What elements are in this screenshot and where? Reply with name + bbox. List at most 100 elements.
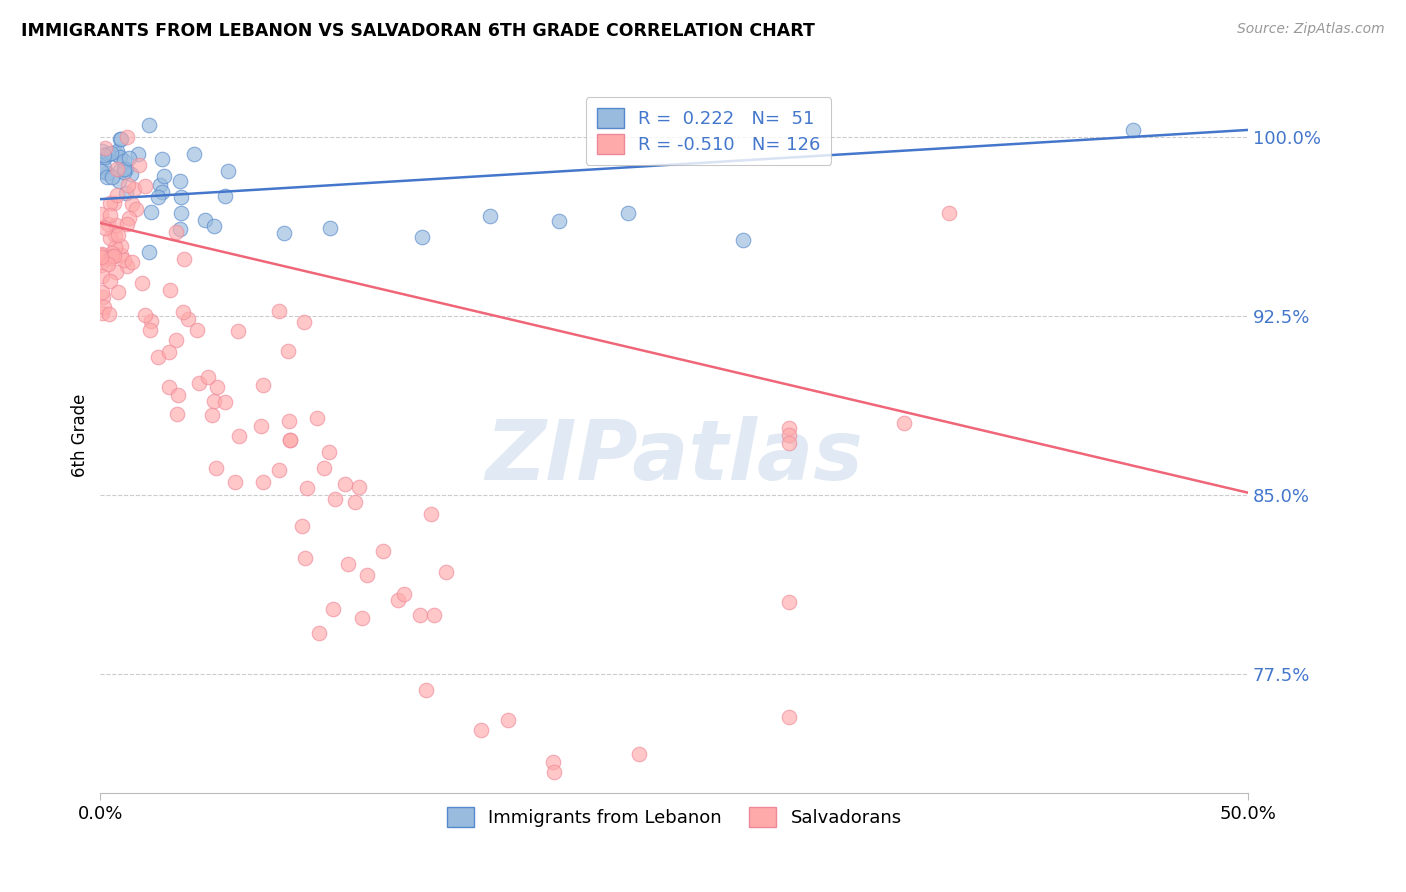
Point — [343, 495, 366, 509]
Point — [205, 380, 228, 394]
Point — [110, 132, 132, 146]
Point — [434, 565, 457, 579]
Point — [90, 250, 112, 264]
Point — [90, 258, 112, 272]
Point — [157, 345, 180, 359]
Point — [224, 475, 246, 489]
Point — [214, 188, 236, 202]
Point — [411, 230, 433, 244]
Point — [228, 429, 250, 443]
Point — [104, 147, 127, 161]
Point — [778, 421, 800, 435]
Point — [778, 435, 800, 450]
Point — [201, 408, 224, 422]
Point — [107, 161, 129, 176]
Point — [319, 220, 342, 235]
Point — [149, 178, 172, 193]
Point — [90, 268, 112, 283]
Point — [337, 557, 360, 571]
Point — [470, 723, 492, 738]
Point — [183, 146, 205, 161]
Point — [252, 378, 274, 392]
Point — [93, 160, 115, 174]
Point — [104, 240, 127, 254]
Point — [96, 169, 118, 184]
Point — [104, 228, 127, 243]
Point — [295, 481, 318, 495]
Text: Source: ZipAtlas.com: Source: ZipAtlas.com — [1237, 22, 1385, 37]
Point — [112, 165, 135, 179]
Point — [305, 411, 328, 425]
Point — [152, 169, 174, 184]
Point — [187, 376, 209, 390]
Point — [157, 380, 180, 394]
Point — [146, 351, 169, 365]
Point — [103, 196, 125, 211]
Point — [98, 230, 121, 244]
Point — [122, 182, 145, 196]
Point — [214, 395, 236, 409]
Point — [277, 344, 299, 359]
Point — [138, 244, 160, 259]
Point — [177, 311, 200, 326]
Point — [217, 164, 239, 178]
Point — [651, 798, 673, 813]
Point — [165, 334, 187, 348]
Point — [731, 233, 754, 247]
Point — [568, 798, 591, 813]
Point — [141, 205, 163, 219]
Point — [105, 187, 128, 202]
Point — [269, 303, 291, 318]
Point — [138, 118, 160, 132]
Point — [172, 305, 194, 319]
Point — [108, 174, 131, 188]
Point — [115, 130, 138, 145]
Point — [422, 608, 444, 623]
Point — [273, 226, 295, 240]
Point — [292, 315, 315, 329]
Point — [347, 480, 370, 494]
Point — [120, 167, 142, 181]
Point — [146, 190, 169, 204]
Point — [392, 586, 415, 600]
Point — [134, 308, 156, 322]
Text: ZIPatlas: ZIPatlas — [485, 417, 863, 498]
Point — [118, 151, 141, 165]
Point — [98, 196, 121, 211]
Point — [572, 798, 595, 813]
Point — [105, 218, 128, 232]
Point — [94, 141, 117, 155]
Point — [202, 393, 225, 408]
Point — [415, 683, 437, 698]
Point — [778, 595, 800, 609]
Point — [543, 755, 565, 769]
Point — [387, 593, 409, 607]
Point — [114, 186, 136, 200]
Point — [778, 428, 800, 442]
Point — [322, 602, 344, 616]
Point — [105, 265, 128, 279]
Point — [308, 625, 330, 640]
Point — [97, 147, 120, 161]
Point — [115, 259, 138, 273]
Point — [90, 164, 112, 178]
Point — [134, 179, 156, 194]
Point — [110, 248, 132, 262]
Point — [141, 314, 163, 328]
Point — [371, 544, 394, 558]
Point — [778, 710, 800, 724]
Point — [617, 206, 640, 220]
Point — [112, 162, 135, 177]
Point — [167, 388, 190, 402]
Point — [938, 206, 960, 220]
Point — [101, 246, 124, 260]
Point — [498, 713, 520, 727]
Point — [314, 461, 336, 475]
Point — [100, 146, 122, 161]
Point — [131, 276, 153, 290]
Point — [127, 146, 149, 161]
Point — [291, 518, 314, 533]
Point — [169, 221, 191, 235]
Point — [333, 477, 356, 491]
Point — [117, 178, 139, 192]
